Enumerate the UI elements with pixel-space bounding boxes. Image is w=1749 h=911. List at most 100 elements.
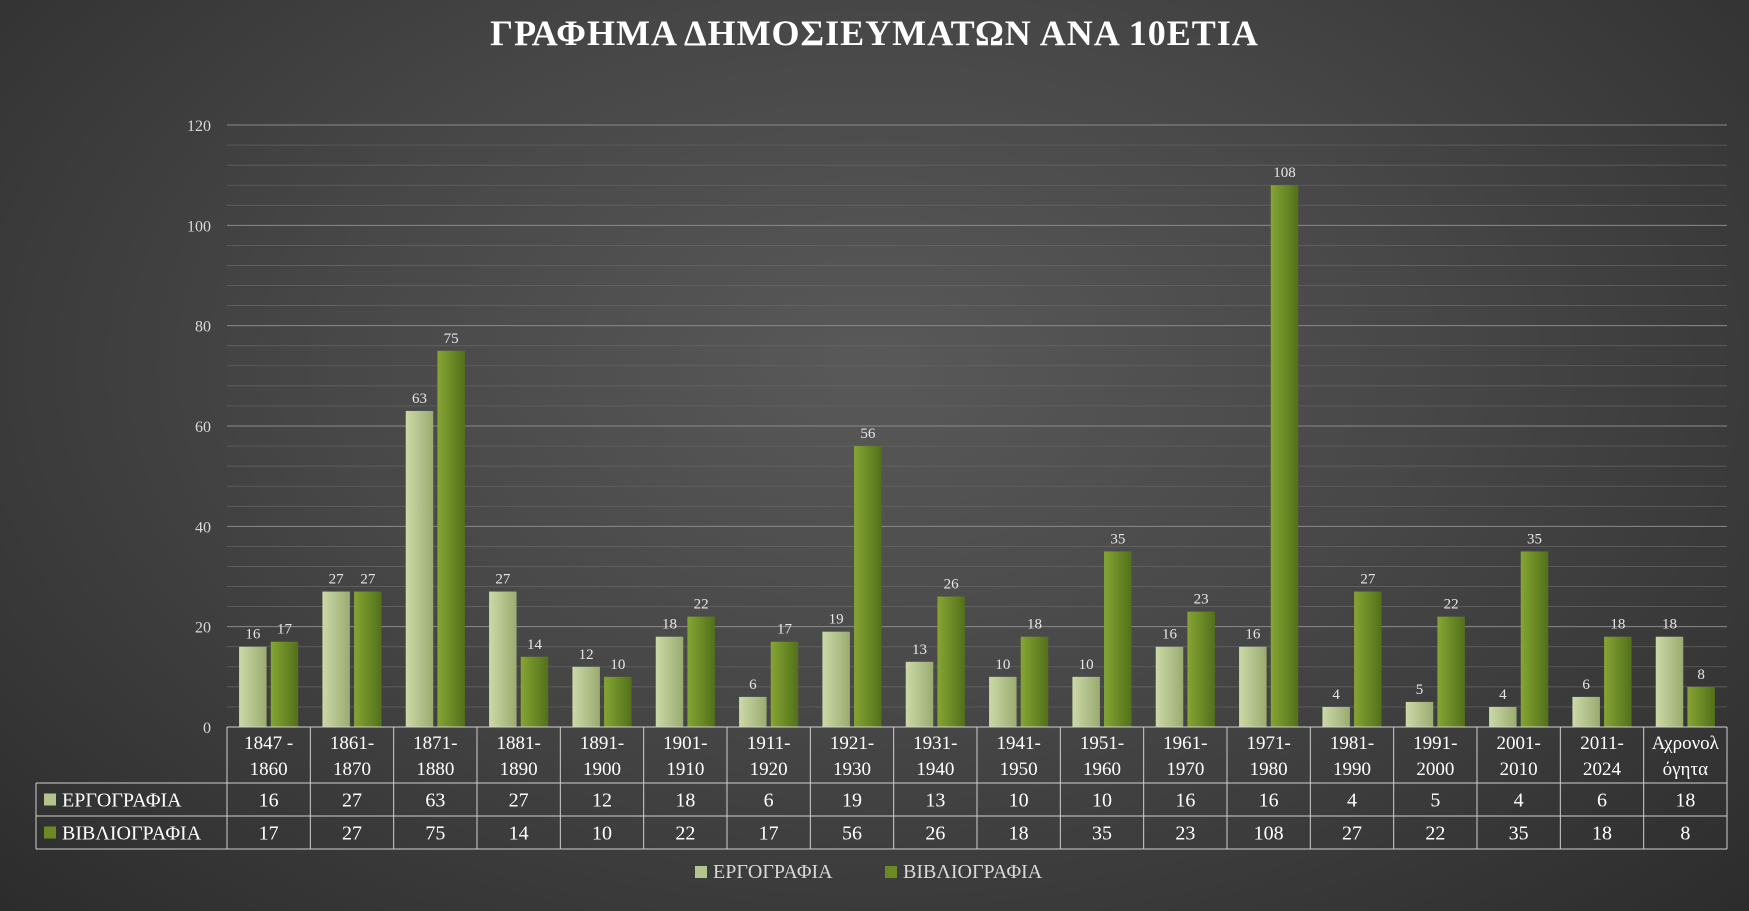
x-tick-label: 1847 - bbox=[244, 733, 293, 754]
data-label: 4 bbox=[1499, 687, 1507, 703]
x-tick-label: 2000 bbox=[1416, 759, 1454, 780]
data-label: 16 bbox=[245, 627, 261, 643]
table-cell: 16 bbox=[1175, 790, 1195, 812]
bar-ergografia bbox=[1322, 706, 1350, 727]
data-label: 8 bbox=[1697, 667, 1705, 683]
bar-ergografia bbox=[989, 676, 1017, 727]
legend-key bbox=[695, 866, 707, 878]
bar-ergografia bbox=[322, 591, 350, 727]
table-cell: 12 bbox=[592, 790, 612, 812]
table-cell: 18 bbox=[1009, 823, 1029, 845]
x-tick-label: 1880 bbox=[416, 759, 454, 780]
x-tick-label: όγητα bbox=[1663, 759, 1708, 780]
table-cell: 27 bbox=[1342, 823, 1362, 845]
table-cell: 23 bbox=[1175, 823, 1195, 845]
data-label: 17 bbox=[277, 622, 293, 638]
table-cell: 35 bbox=[1092, 823, 1112, 845]
bar-vivliografia bbox=[520, 656, 549, 727]
data-label: 18 bbox=[1027, 617, 1042, 633]
data-label: 27 bbox=[329, 572, 345, 588]
data-table: 1847 - 1860 1861- 1870 1871- 1880 1881- 1890 189… bbox=[35, 726, 1728, 850]
table-legend-key bbox=[44, 793, 56, 806]
bar-ergografia bbox=[489, 591, 517, 727]
table-cell: 16 bbox=[259, 790, 279, 812]
table-cell: 16 bbox=[1259, 790, 1279, 812]
table-cell: 108 bbox=[1254, 823, 1284, 845]
table-cell: 22 bbox=[1425, 823, 1445, 845]
bar-ergografia bbox=[1155, 646, 1184, 727]
bar-vivliografia bbox=[270, 641, 299, 727]
data-label: 16 bbox=[1245, 627, 1261, 643]
bar-vivliografia bbox=[1687, 686, 1715, 727]
data-label: 108 bbox=[1273, 165, 1296, 181]
x-tick-label: 1930 bbox=[833, 759, 871, 780]
x-tick-label: 1991- bbox=[1413, 733, 1457, 754]
x-tick-label: 1900 bbox=[583, 759, 621, 780]
data-label: 56 bbox=[860, 426, 876, 442]
y-tick-label: 0 bbox=[203, 720, 211, 737]
x-tick-label: 1890 bbox=[500, 759, 538, 780]
chart-title: ΓΡΑΦΗΜΑ ΔΗΜΟΣΙΕΥΜΑΤΩΝ ΑΝΑ 10ΕΤΙΑ bbox=[490, 13, 1259, 53]
data-label: 18 bbox=[662, 617, 677, 633]
bar-vivliografia bbox=[354, 591, 382, 727]
table-cell: 5 bbox=[1430, 790, 1440, 812]
data-label: 23 bbox=[1194, 592, 1209, 608]
data-label: 35 bbox=[1110, 531, 1125, 547]
x-tick-label: 1981- bbox=[1330, 733, 1374, 754]
bar-ergografia bbox=[1489, 706, 1517, 727]
table-cell: 10 bbox=[592, 823, 612, 845]
table-cell: 26 bbox=[925, 823, 945, 845]
bar-ergografia bbox=[1239, 646, 1267, 727]
bar-ergografia bbox=[572, 666, 600, 727]
table-legend-key bbox=[44, 826, 56, 839]
data-label: 35 bbox=[1527, 531, 1542, 547]
data-label: 4 bbox=[1332, 687, 1340, 703]
data-label: 75 bbox=[444, 331, 459, 347]
bar-vivliografia bbox=[1520, 551, 1549, 727]
x-tick-label: 1861- bbox=[330, 733, 374, 754]
bar-ergografia bbox=[1572, 696, 1600, 727]
data-label: 63 bbox=[412, 391, 427, 407]
bar-vivliografia bbox=[1104, 551, 1132, 727]
table-cell: 10 bbox=[1092, 790, 1112, 812]
x-tick-label: 1971- bbox=[1247, 733, 1291, 754]
data-label: 27 bbox=[1360, 572, 1376, 588]
bar-vivliografia bbox=[854, 446, 882, 727]
x-tick-label: 1940 bbox=[916, 759, 954, 780]
x-tick-label: 1961- bbox=[1163, 733, 1207, 754]
table-cell: 17 bbox=[759, 823, 779, 845]
x-tick-label: 1881- bbox=[497, 733, 541, 754]
data-label: 17 bbox=[777, 622, 793, 638]
bar-ergografia bbox=[822, 631, 850, 727]
bar-ergografia bbox=[1405, 701, 1434, 727]
legend-entry: ΒΙΒΛΙΟΓΡΑΦΙΑ bbox=[903, 861, 1043, 883]
table-cell: 18 bbox=[1675, 790, 1695, 812]
table-cell: 6 bbox=[1597, 790, 1607, 812]
bar-vivliografia bbox=[437, 350, 465, 727]
x-tick-label: 1911- bbox=[747, 733, 791, 754]
y-tick-label: 120 bbox=[187, 118, 211, 135]
table-cell: 56 bbox=[842, 823, 862, 845]
x-tick-label: 1921- bbox=[830, 733, 874, 754]
data-label: 13 bbox=[912, 642, 927, 658]
bar-vivliografia bbox=[1604, 636, 1632, 727]
x-tick-label: Αχρονολ bbox=[1652, 733, 1720, 754]
data-labels: 16 27 63 27 12 18 6 19 13 10 10 16 16 4 5 4 6 18 17 27 75 14 1… bbox=[245, 165, 1705, 703]
bar-vivliografia bbox=[1354, 591, 1382, 727]
legend-key bbox=[885, 866, 897, 878]
data-label: 26 bbox=[944, 577, 960, 593]
table-cell: 13 bbox=[925, 790, 945, 812]
data-label: 18 bbox=[1610, 617, 1625, 633]
bars bbox=[239, 185, 1715, 727]
data-label: 10 bbox=[610, 657, 625, 673]
bar-vivliografia bbox=[687, 616, 715, 727]
data-label: 6 bbox=[749, 677, 757, 693]
data-label: 18 bbox=[1662, 617, 1677, 633]
table-cell: 19 bbox=[842, 790, 862, 812]
x-tick-label: 1891- bbox=[580, 733, 624, 754]
bar-vivliografia bbox=[604, 676, 632, 727]
x-tick-label: 1910 bbox=[666, 759, 704, 780]
table-cell: 27 bbox=[509, 790, 529, 812]
x-tick-label: 1990 bbox=[1333, 759, 1371, 780]
